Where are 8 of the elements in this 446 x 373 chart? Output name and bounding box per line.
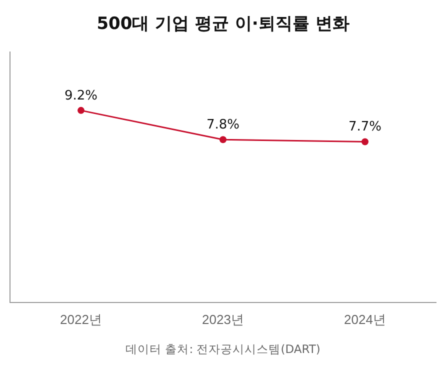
chart-title: 500대 기업 평균 이·퇴직률 변화: [96, 13, 350, 35]
data-label: 9.2%: [64, 88, 98, 104]
data-label: 7.8%: [206, 118, 240, 133]
text: 데이터 출처: 전자공시시스템(DART): [124, 342, 322, 357]
x-tick-label: 2024년: [344, 312, 386, 327]
x-tick-label: 2023년: [202, 312, 244, 327]
x-tick-label: 2022년: [60, 312, 102, 327]
data-label: 7.7%: [348, 120, 382, 135]
